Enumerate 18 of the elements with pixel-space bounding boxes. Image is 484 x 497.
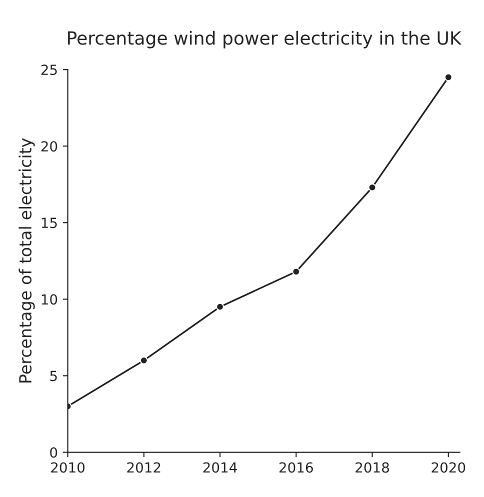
y-tick-label: 20 — [41, 141, 58, 152]
y-tick-label: 10 — [42, 294, 58, 305]
y-tick-label: 5 — [50, 370, 57, 382]
y-tick-label: 0 — [50, 447, 58, 458]
point — [368, 183, 376, 192]
point — [216, 302, 224, 311]
y-tick-label: 25 — [41, 64, 57, 76]
x-tick-label: 2016 — [279, 462, 313, 473]
x-tick-label: 2010 — [51, 462, 85, 473]
x-tick-label: 2020 — [432, 462, 466, 473]
chart-title: Percentage wind power electricity in the UK — [68, 30, 462, 48]
point — [444, 73, 452, 82]
point — [292, 268, 300, 276]
y-axis-title: Percentage of total electricity — [18, 138, 35, 382]
x-tick-label: 2012 — [127, 462, 160, 473]
x-tick-label: 2018 — [356, 462, 389, 473]
y-tick-label: 15 — [42, 218, 57, 228]
x-tick-label: 2014 — [203, 462, 237, 473]
